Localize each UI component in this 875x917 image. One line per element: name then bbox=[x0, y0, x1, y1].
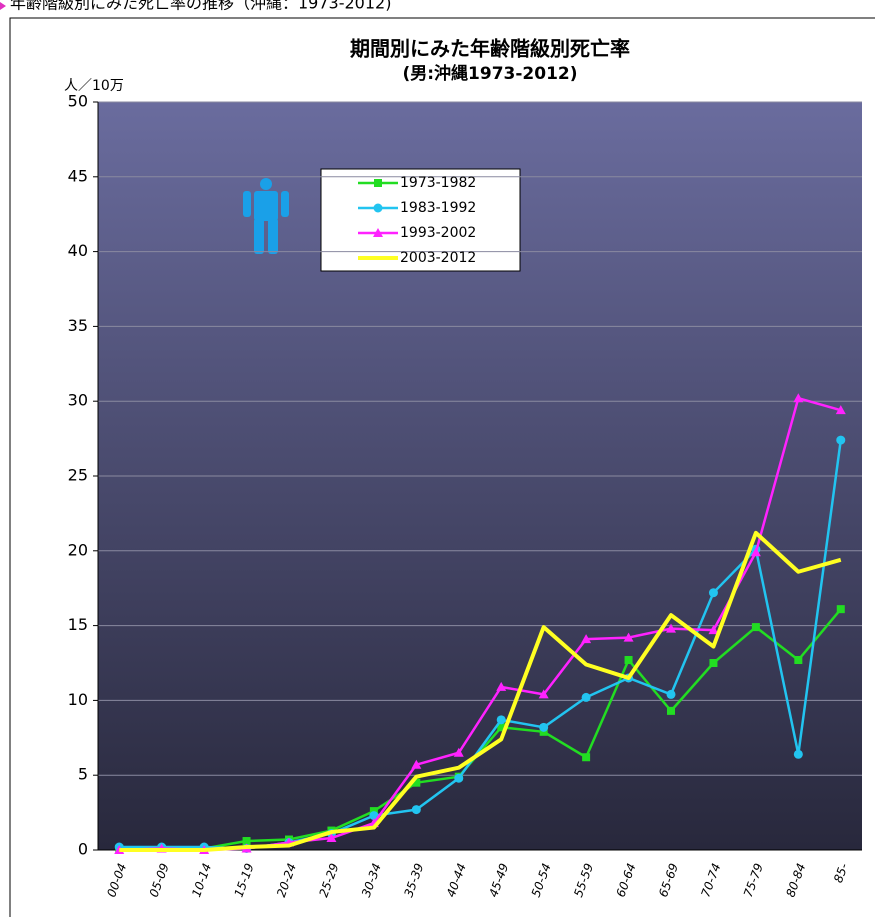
legend-label: 1973-1982 bbox=[400, 175, 476, 191]
legend-label: 1983-1992 bbox=[400, 200, 476, 216]
legend-marker bbox=[374, 179, 382, 187]
bullet bbox=[0, 2, 6, 10]
legend-label: 1993-2002 bbox=[400, 225, 476, 241]
point bbox=[453, 747, 464, 757]
point bbox=[750, 547, 761, 557]
y-axis-label: 人／10万 bbox=[64, 78, 124, 94]
chart-title: 期間別にみた年齢階級別死亡率 bbox=[350, 37, 630, 61]
point bbox=[369, 811, 379, 821]
point bbox=[666, 689, 676, 699]
legend-marker bbox=[373, 228, 383, 237]
point bbox=[326, 833, 337, 843]
y-tick-label: 15 bbox=[68, 615, 88, 634]
legend-box bbox=[320, 168, 521, 272]
x-tick-label: 85- bbox=[831, 861, 851, 884]
y-tick-label: 45 bbox=[68, 166, 88, 185]
point bbox=[793, 393, 804, 403]
y-tick-label: 25 bbox=[68, 466, 88, 485]
point bbox=[411, 759, 422, 769]
point bbox=[497, 723, 506, 732]
point bbox=[496, 715, 506, 725]
y-tick-label: 30 bbox=[68, 391, 88, 410]
y-tick-label: 0 bbox=[78, 840, 88, 859]
y-tick-label: 20 bbox=[68, 540, 88, 559]
y-tick-label: 40 bbox=[68, 241, 88, 260]
point bbox=[581, 634, 592, 644]
point bbox=[454, 773, 464, 783]
y-tick-label: 10 bbox=[68, 690, 88, 709]
point bbox=[411, 805, 421, 815]
point bbox=[582, 753, 591, 762]
point bbox=[708, 588, 718, 598]
y-tick-label: 35 bbox=[68, 316, 88, 335]
series-line bbox=[119, 530, 842, 852]
point bbox=[581, 692, 591, 702]
point bbox=[666, 623, 676, 633]
point bbox=[835, 405, 846, 415]
point bbox=[623, 632, 634, 642]
point bbox=[709, 659, 718, 667]
y-tick-label: 50 bbox=[68, 92, 88, 111]
point bbox=[793, 749, 803, 759]
chart-subtitle: (男:沖縄1973-2012) bbox=[402, 63, 577, 84]
point bbox=[539, 722, 549, 732]
legend-marker bbox=[373, 203, 383, 213]
point bbox=[836, 435, 846, 445]
point bbox=[412, 778, 421, 787]
person-icon bbox=[243, 178, 289, 254]
point bbox=[708, 625, 719, 635]
point bbox=[794, 656, 803, 665]
point bbox=[538, 689, 549, 699]
point bbox=[667, 706, 675, 715]
legend-label: 2003-2012 bbox=[400, 250, 476, 266]
point bbox=[836, 605, 845, 614]
point bbox=[624, 656, 633, 665]
point bbox=[496, 681, 507, 691]
y-tick-label: 5 bbox=[78, 765, 88, 784]
point bbox=[242, 837, 251, 846]
point bbox=[751, 623, 760, 632]
page-title: 年齢階級別にみた死亡率の推移（沖縄：1973-2012) bbox=[10, 0, 391, 13]
